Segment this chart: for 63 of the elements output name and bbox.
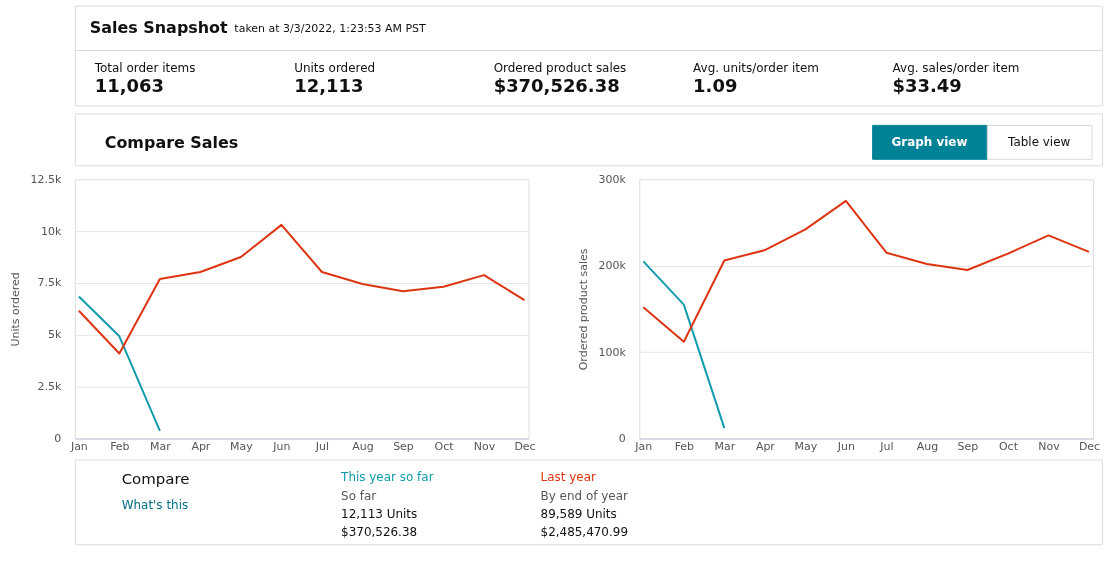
x-tick-label: Jun xyxy=(836,440,856,454)
line-series xyxy=(77,223,526,355)
text: 89,589 Units xyxy=(540,507,617,522)
text: By end of year xyxy=(540,489,628,504)
x-tick-label: Jan xyxy=(69,440,88,454)
x-tick-label: Nov xyxy=(1038,440,1061,454)
text: 11,063 xyxy=(94,75,164,97)
x-tick-label: May xyxy=(230,440,254,454)
x-tick-label: Jan xyxy=(634,440,653,454)
chart-title: Compare Sales xyxy=(104,133,239,153)
y-tick-label: 0 xyxy=(54,432,62,446)
text: So far xyxy=(341,489,377,504)
x-tick-label: Dec xyxy=(514,440,536,454)
x-tick-label: Oct xyxy=(434,440,455,454)
x-tick-label: Nov xyxy=(473,440,496,454)
legend-title: Compare xyxy=(121,470,190,489)
text: $2,485,470.99 xyxy=(540,525,628,540)
text: $370,526.38 xyxy=(341,525,418,540)
x-tick-label: Apr xyxy=(755,440,776,454)
y-tick-label: 2.5k xyxy=(37,380,62,394)
y-tick-label: 300k xyxy=(598,172,627,186)
text: Table view xyxy=(1007,135,1071,150)
text: What's this xyxy=(121,498,189,513)
text: Sales Snapshot xyxy=(89,17,229,37)
text: Last year xyxy=(540,470,596,485)
line-series xyxy=(642,199,1090,343)
text: Ordered product sales xyxy=(493,60,627,75)
x-tick-label: Apr xyxy=(191,440,211,454)
y-tick-label: 0 xyxy=(618,432,626,446)
text: $370,526.38 xyxy=(493,75,620,97)
text: 12,113 xyxy=(294,75,364,97)
x-tick-label: Dec xyxy=(1078,440,1101,454)
x-tick-label: Feb xyxy=(674,440,695,454)
y-tick-label: 12.5k xyxy=(30,172,62,186)
text: Units ordered xyxy=(294,60,376,75)
text: taken at 3/3/2022, 1:23:53 AM PST xyxy=(234,21,427,35)
x-tick-label: Oct xyxy=(998,440,1019,454)
text: 1.09 xyxy=(693,75,738,97)
x-tick-label: Sep xyxy=(393,440,414,454)
y-axis-title: Ordered product sales xyxy=(576,248,590,371)
text: $33.49 xyxy=(892,75,962,97)
text: Avg. units/order item xyxy=(693,60,819,75)
x-tick-label: Jun xyxy=(272,440,291,454)
x-tick-label: Aug xyxy=(916,440,939,454)
text: This year so far xyxy=(340,470,434,485)
x-tick-label: Jul xyxy=(879,440,894,454)
x-tick-label: Aug xyxy=(352,440,374,454)
x-tick-label: Feb xyxy=(110,440,130,454)
text: 12,113 Units xyxy=(341,507,418,522)
y-tick-label: 5k xyxy=(47,328,62,342)
y-tick-label: 100k xyxy=(598,345,627,359)
x-tick-label: May xyxy=(794,440,818,454)
x-tick-label: Sep xyxy=(957,440,979,454)
y-tick-label: 10k xyxy=(41,224,62,238)
text: Graph view xyxy=(891,135,968,150)
text: Total order items xyxy=(93,60,196,75)
x-tick-label: Mar xyxy=(714,440,736,454)
y-tick-label: 200k xyxy=(598,259,627,273)
x-tick-label: Jul xyxy=(314,440,330,454)
y-tick-label: 7.5k xyxy=(37,276,62,290)
x-tick-label: Mar xyxy=(150,440,172,454)
y-axis-title: Units ordered xyxy=(8,272,22,347)
text: Avg. sales/order item xyxy=(892,60,1020,75)
